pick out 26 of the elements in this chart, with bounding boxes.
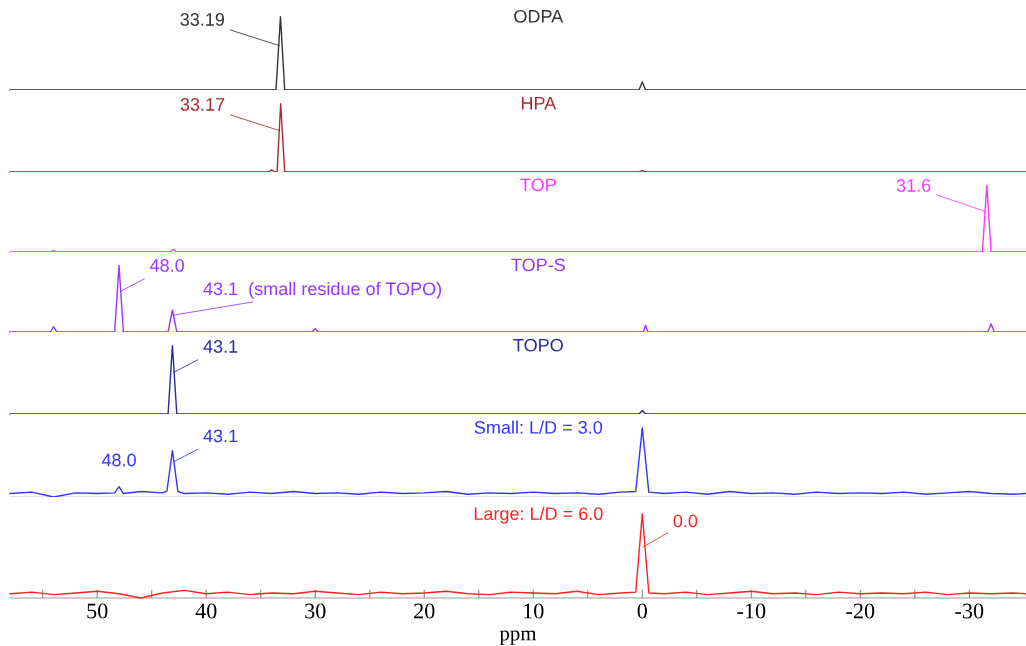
x-tick-label: -30 (955, 603, 984, 619)
x-tick-label: 40 (195, 603, 217, 619)
annotation: 43.1 (small residue of TOPO) (203, 281, 442, 299)
chart-title: TOP-S (511, 258, 565, 272)
x-axis-title: ppm (499, 630, 537, 645)
chart-title: Large: L/D = 6.0 (474, 506, 603, 524)
chart-title: ODPA (514, 9, 564, 23)
chart-title: TOP (520, 178, 556, 192)
x-tick-label: 30 (305, 603, 326, 619)
annotation: 33.17 (180, 98, 225, 111)
annotation: 48.0 (149, 259, 184, 272)
chart-title: HPA (521, 97, 557, 110)
x-tick-label: -20 (846, 603, 875, 619)
annotation: 31.6 (896, 179, 931, 192)
x-tick-label: 0 (637, 603, 647, 619)
x-tick-label: -10 (737, 603, 766, 619)
x-tick-label: 50 (87, 603, 108, 619)
x-tick-label: 10 (524, 603, 544, 619)
annotation: 48.0 (101, 453, 136, 467)
annotation: 43.1 (203, 340, 238, 353)
annotation: 33.19 (180, 13, 225, 26)
chart-title: TOPO (513, 338, 563, 352)
chart-title: Small: L/D = 3.0 (474, 420, 603, 434)
annotation: 43.1 (203, 429, 238, 443)
x-tick-label: 20 (414, 603, 435, 619)
annotation: 0.0 (673, 514, 698, 528)
